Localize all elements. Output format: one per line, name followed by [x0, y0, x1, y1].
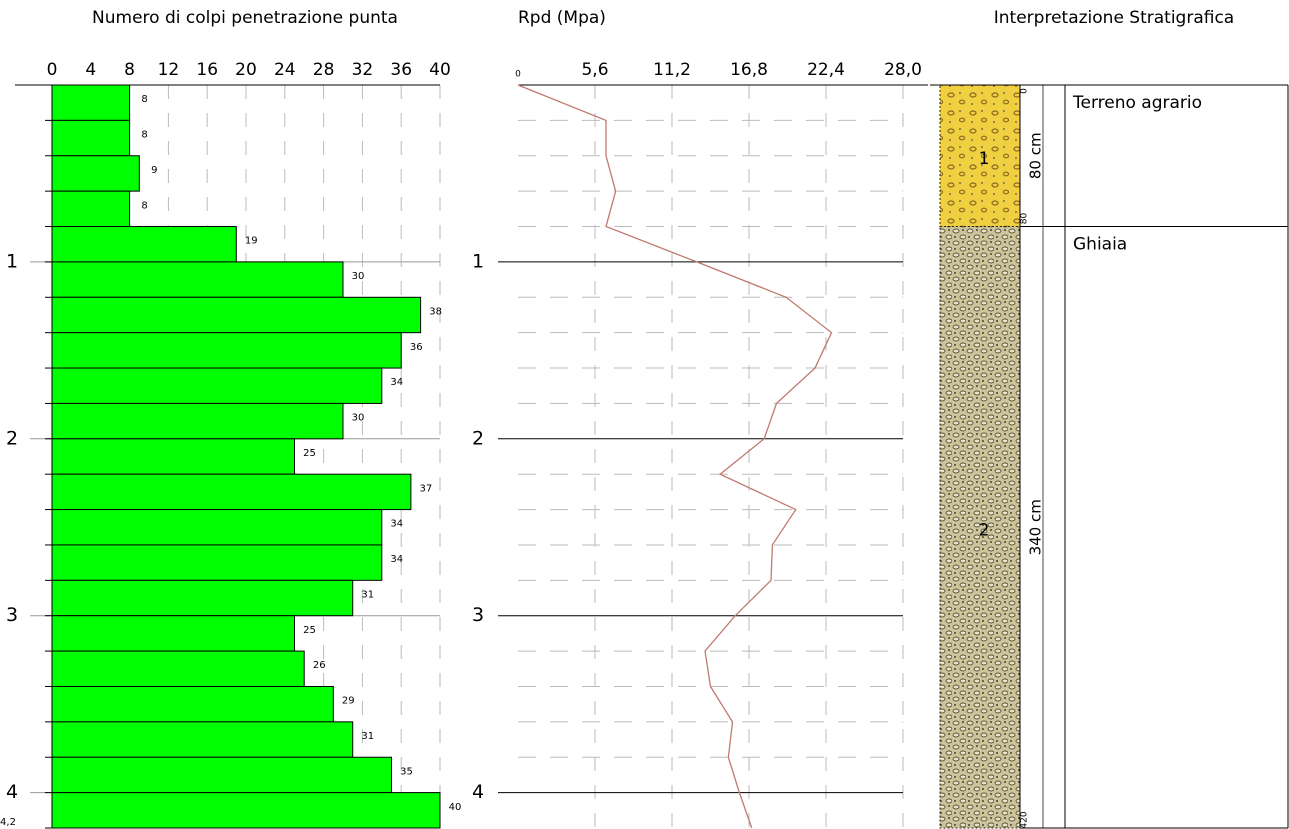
bar: [51, 685, 334, 723]
stratum: [939, 226, 1021, 829]
bar: [51, 296, 422, 334]
x-tick-label: 0: [515, 70, 521, 80]
value-label: 8: [141, 130, 147, 141]
chart-title: Numero di colpi penetrazione punta: [92, 8, 398, 28]
y-tick-label: 4: [472, 781, 484, 803]
x-tick-label: 0: [47, 60, 58, 80]
depth-mark: 0: [1020, 88, 1030, 94]
x-tick-label: 8: [124, 60, 135, 80]
layer-number: 1: [979, 149, 990, 169]
y-tick-label: 4: [6, 781, 18, 803]
bar: [51, 155, 140, 192]
bar: [51, 438, 295, 475]
value-label: 35: [400, 766, 413, 777]
bar: [51, 84, 131, 121]
chart-title: Rpd (Mpa): [518, 8, 606, 28]
y-tick-label: 2: [6, 427, 18, 449]
bar: [51, 402, 344, 440]
stratum: [939, 84, 1021, 228]
value-label: 40: [449, 802, 462, 813]
depth-mark: 420: [1020, 811, 1030, 828]
chart-title: Interpretazione Stratigrafica: [994, 8, 1234, 28]
value-label: 8: [141, 94, 147, 105]
y-tick-label: 2: [472, 427, 484, 449]
value-label: 30: [352, 271, 365, 282]
bar: [51, 756, 392, 794]
x-tick-label: 22,4: [807, 60, 845, 80]
layer-number: 2: [979, 520, 990, 540]
x-tick-label: 36: [390, 60, 412, 80]
value-label: 25: [303, 625, 316, 636]
bar: [51, 261, 344, 298]
y-tick-label: 1: [6, 250, 18, 272]
bar: [51, 473, 412, 511]
bar: [51, 509, 383, 546]
y-tick-label: 1: [472, 250, 484, 272]
bar: [51, 792, 441, 829]
value-label: 31: [361, 731, 374, 742]
bar: [51, 615, 295, 652]
bar: [51, 544, 383, 581]
value-label: 9: [151, 165, 157, 176]
value-label: 30: [352, 413, 365, 424]
layer-description: Terreno agrario: [1072, 93, 1202, 113]
x-tick-label: 40: [429, 60, 451, 80]
x-tick-label: 12: [158, 60, 180, 80]
x-tick-label: 28: [313, 60, 335, 80]
bar: [51, 579, 354, 617]
y-tick-label: 3: [472, 604, 484, 626]
value-label: 26: [313, 660, 326, 671]
bar: [51, 721, 354, 758]
y-tick-label: 3: [6, 604, 18, 626]
x-tick-label: 5,6: [581, 60, 608, 80]
value-label: 34: [390, 377, 403, 388]
layer-thickness: 340 cm: [1027, 499, 1045, 555]
value-label: 8: [141, 200, 147, 211]
value-label: 19: [245, 236, 258, 247]
value-label: 38: [429, 306, 442, 317]
layer-thickness: 80 cm: [1027, 132, 1045, 179]
x-tick-label: 16,8: [730, 60, 768, 80]
value-label: 34: [390, 554, 403, 565]
bar: [51, 650, 305, 687]
x-tick-label: 24: [274, 60, 296, 80]
bar: [51, 332, 402, 369]
layer-description: Ghiaia: [1073, 235, 1127, 255]
x-tick-label: 32: [352, 60, 374, 80]
x-tick-label: 16: [196, 60, 218, 80]
x-tick-label: 4: [85, 60, 96, 80]
x-tick-label: 20: [235, 60, 257, 80]
x-tick-label: 11,2: [653, 60, 691, 80]
value-label: 34: [390, 519, 403, 530]
x-tick-label: 28,0: [884, 60, 922, 80]
bar: [51, 190, 131, 228]
rpd-line: [517, 84, 833, 829]
value-label: 36: [410, 342, 423, 353]
depth-mark: 80: [1020, 213, 1030, 225]
bar: [51, 119, 131, 157]
value-label: 31: [361, 589, 374, 600]
value-label: 29: [342, 696, 355, 707]
bar: [51, 226, 237, 263]
bar: [51, 367, 383, 404]
value-label: 37: [420, 483, 433, 494]
value-label: 25: [303, 448, 316, 459]
y-tick-label: 4,2: [0, 817, 16, 828]
